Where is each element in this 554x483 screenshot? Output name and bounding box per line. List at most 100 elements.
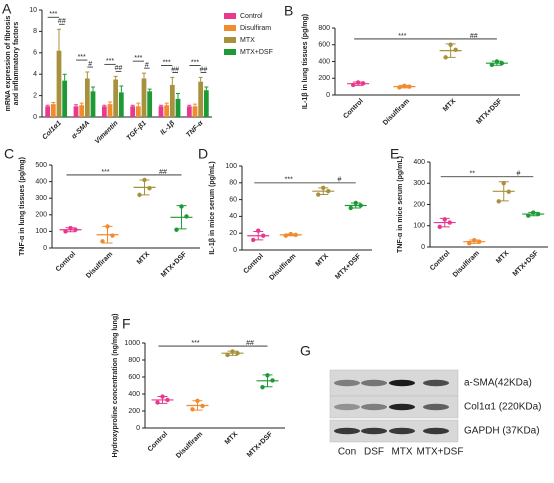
significance-label: # xyxy=(338,177,342,184)
y-axis-label: mRNA expression of fibrosis xyxy=(5,15,12,111)
x-tick-label: Disulfiram xyxy=(175,431,204,460)
x-tick-label: Control xyxy=(429,250,452,273)
y-tick-label: 6 xyxy=(33,50,37,57)
error-bar xyxy=(142,72,146,79)
significance-label: ## xyxy=(115,65,123,72)
y-tick-label: 200 xyxy=(318,75,330,82)
legend-swatch xyxy=(224,13,236,19)
significance-label: ** xyxy=(470,171,476,178)
legend-label: Disulfiram xyxy=(240,25,271,32)
error-bar xyxy=(469,239,480,244)
error-bar xyxy=(318,187,329,196)
bar xyxy=(84,78,90,117)
y-tick-label: 0 xyxy=(33,114,37,121)
y-tick-label: 80 xyxy=(229,180,237,187)
data-point xyxy=(110,233,115,238)
significance-label: ## xyxy=(58,18,66,25)
bar xyxy=(147,91,153,117)
significance-label: ## xyxy=(470,33,478,40)
blot-band xyxy=(423,379,449,387)
y-axis-label: IL-1β in lung tissues (pg/mg) xyxy=(302,14,309,109)
bar xyxy=(164,105,170,117)
error-bar xyxy=(399,84,410,89)
bar xyxy=(73,106,79,117)
significance-label: ## xyxy=(246,340,254,347)
error-bar xyxy=(85,71,90,79)
blot-band xyxy=(389,427,415,435)
blot-band xyxy=(334,379,360,387)
error-bar xyxy=(57,28,61,51)
significance-label: *** xyxy=(101,169,109,176)
panel-letter: E xyxy=(390,146,399,162)
bar xyxy=(79,105,85,117)
x-tick-label: Disulfiram xyxy=(268,253,297,282)
panel-letter: C xyxy=(4,146,14,162)
y-tick-label: 60 xyxy=(229,196,237,203)
error-bar xyxy=(139,179,150,196)
panel-letter: G xyxy=(300,343,311,359)
panel-letter: B xyxy=(284,3,293,19)
y-tick-label: 800 xyxy=(318,25,330,32)
x-tick-label: Control xyxy=(55,251,78,274)
significance-label: # xyxy=(88,61,92,68)
lane-label: Con xyxy=(338,447,356,458)
data-point xyxy=(100,239,105,244)
bar xyxy=(186,106,192,117)
blot-band xyxy=(361,427,387,435)
x-tick-label: Disulfiram xyxy=(382,98,411,127)
bar xyxy=(135,106,141,117)
y-tick-label: 400 xyxy=(128,391,140,398)
error-bar xyxy=(136,102,141,107)
bar xyxy=(45,106,51,117)
significance-label: *** xyxy=(398,33,406,40)
y-tick-label: 400 xyxy=(35,178,47,185)
significance-label: *** xyxy=(191,59,199,66)
y-axis-label: TNF-α in lung tissues (pg/mg) xyxy=(19,157,26,256)
lane-label: MTX+DSF xyxy=(417,447,464,458)
error-bar xyxy=(62,73,67,81)
y-tick-label: 400 xyxy=(413,159,425,166)
y-tick-label: 4 xyxy=(33,71,37,78)
x-tick-label: MTX xyxy=(442,98,458,114)
lane-label: MTX xyxy=(391,447,412,458)
bar xyxy=(107,104,113,117)
x-tick-label: MTX xyxy=(315,253,331,269)
error-bar xyxy=(253,231,264,241)
significance-label: *** xyxy=(285,177,293,184)
x-tick-label: MTX+DSF xyxy=(246,430,275,459)
error-bar xyxy=(51,102,56,105)
lane-label: DSF xyxy=(364,447,384,458)
bar xyxy=(141,78,147,117)
y-tick-label: 200 xyxy=(128,408,140,415)
x-tick-label: MTX xyxy=(495,250,511,266)
y-tick-label: 200 xyxy=(413,201,425,208)
error-bar xyxy=(108,101,112,105)
y-tick-label: 20 xyxy=(229,230,237,237)
legend-label: Control xyxy=(240,13,263,20)
x-tick-label: IL-1β xyxy=(159,119,176,136)
significance-label: *** xyxy=(78,54,86,61)
x-tick-label: MTX+DSF xyxy=(334,252,363,281)
bar xyxy=(101,106,107,117)
error-bar xyxy=(204,86,209,91)
x-tick-label: Disulfiram xyxy=(85,251,114,280)
y-tick-label: 0 xyxy=(233,247,237,254)
significance-label: *** xyxy=(106,58,114,65)
y-tick-label: 800 xyxy=(128,357,140,364)
y-axis-label: Hydroxyproline concentration (ng/mg lung… xyxy=(112,314,119,458)
bar xyxy=(50,104,56,117)
error-bar xyxy=(74,104,78,107)
bar xyxy=(203,90,209,117)
x-tick-label: MTX xyxy=(136,251,152,267)
y-tick-label: 0 xyxy=(136,425,140,432)
error-bar xyxy=(227,350,238,356)
bar xyxy=(118,92,124,117)
y-tick-label: 600 xyxy=(318,42,330,49)
x-tick-label: Vimentin xyxy=(94,120,120,146)
legend-swatch xyxy=(224,25,236,31)
panel-letter: A xyxy=(2,1,12,17)
significance-label: # xyxy=(145,62,149,69)
y-tick-label: 40 xyxy=(229,213,237,220)
bar xyxy=(90,91,96,117)
y-tick-label: 100 xyxy=(413,223,425,230)
